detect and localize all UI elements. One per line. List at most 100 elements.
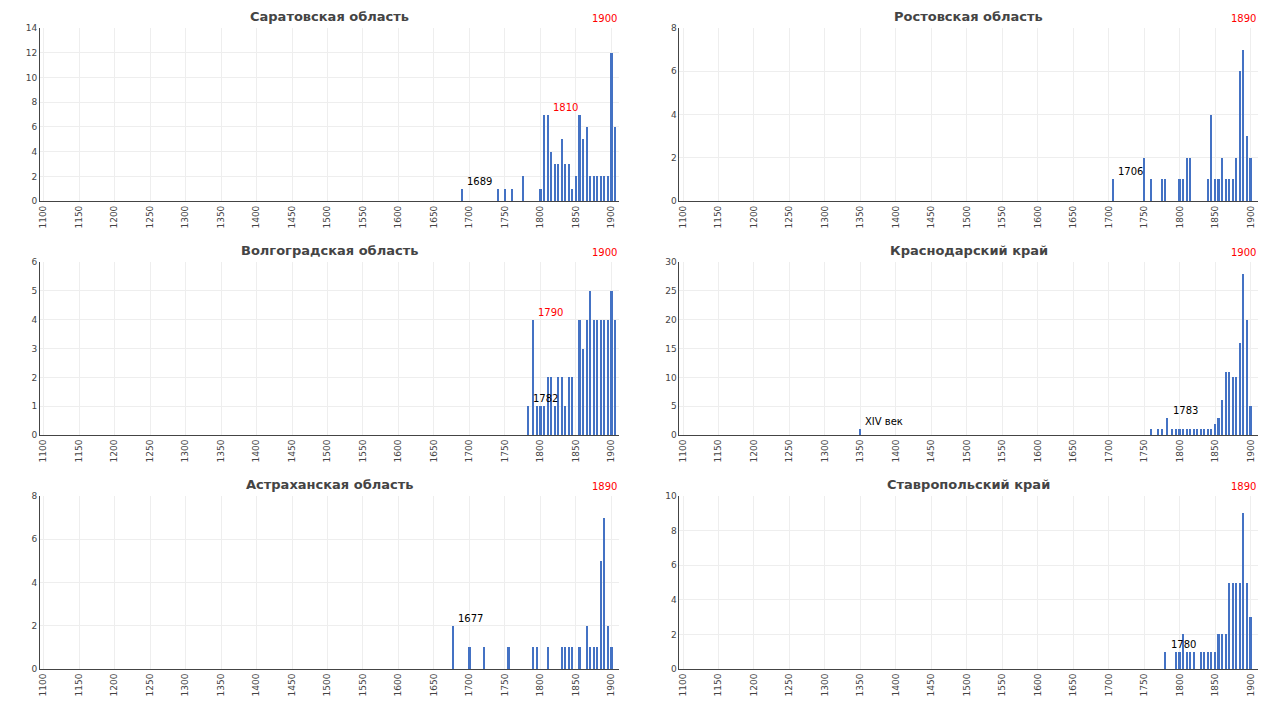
svg-text:1700: 1700	[464, 205, 474, 228]
svg-text:1900: 1900	[1246, 205, 1256, 228]
svg-text:1900: 1900	[606, 439, 616, 462]
svg-text:1600: 1600	[393, 205, 403, 228]
svg-text:Ставропольский край: Ставропольский край	[887, 477, 1050, 492]
svg-text:1600: 1600	[1033, 439, 1043, 462]
svg-text:1850: 1850	[571, 439, 581, 462]
svg-text:Саратовская область: Саратовская область	[250, 9, 409, 24]
svg-text:1550: 1550	[997, 439, 1007, 462]
svg-text:1100: 1100	[38, 673, 48, 696]
svg-text:4: 4	[671, 110, 677, 120]
svg-text:2: 2	[31, 621, 37, 631]
svg-text:6: 6	[31, 257, 37, 267]
svg-text:1: 1	[31, 401, 37, 411]
svg-text:1500: 1500	[322, 673, 332, 696]
svg-text:1750: 1750	[1139, 439, 1149, 462]
svg-text:0: 0	[671, 430, 677, 440]
svg-text:1200: 1200	[749, 205, 759, 228]
svg-text:1900: 1900	[606, 205, 616, 228]
svg-text:4: 4	[31, 578, 37, 588]
svg-text:4: 4	[31, 315, 37, 325]
svg-text:1650: 1650	[429, 439, 439, 462]
svg-text:1100: 1100	[678, 205, 688, 228]
svg-text:1890: 1890	[592, 481, 617, 492]
svg-text:20: 20	[665, 315, 677, 325]
svg-text:1900: 1900	[592, 13, 617, 24]
svg-text:1650: 1650	[1068, 205, 1078, 228]
svg-text:1250: 1250	[784, 673, 794, 696]
svg-text:2: 2	[671, 153, 677, 163]
svg-text:1350: 1350	[216, 673, 226, 696]
svg-text:1250: 1250	[145, 439, 155, 462]
svg-text:1350: 1350	[855, 205, 865, 228]
svg-text:1400: 1400	[891, 205, 901, 228]
svg-text:1450: 1450	[287, 673, 297, 696]
svg-text:1100: 1100	[678, 673, 688, 696]
svg-text:1850: 1850	[571, 205, 581, 228]
svg-text:1450: 1450	[926, 205, 936, 228]
svg-text:1700: 1700	[1104, 439, 1114, 462]
svg-text:1650: 1650	[1068, 439, 1078, 462]
svg-text:1350: 1350	[855, 439, 865, 462]
svg-text:1500: 1500	[962, 439, 972, 462]
svg-text:1400: 1400	[251, 439, 261, 462]
svg-text:1200: 1200	[749, 439, 759, 462]
svg-text:1150: 1150	[713, 439, 723, 462]
svg-text:1900: 1900	[1246, 673, 1256, 696]
svg-text:1550: 1550	[358, 673, 368, 696]
svg-text:1400: 1400	[891, 673, 901, 696]
svg-text:1783: 1783	[1173, 405, 1198, 416]
svg-text:1750: 1750	[500, 439, 510, 462]
svg-text:1650: 1650	[429, 673, 439, 696]
svg-text:4: 4	[671, 595, 677, 605]
svg-text:1900: 1900	[1231, 247, 1256, 258]
svg-text:1400: 1400	[251, 673, 261, 696]
svg-text:1450: 1450	[287, 205, 297, 228]
svg-text:1300: 1300	[820, 673, 830, 696]
svg-text:10: 10	[665, 491, 677, 501]
svg-text:0: 0	[31, 664, 37, 674]
svg-text:1750: 1750	[500, 673, 510, 696]
svg-text:1800: 1800	[1175, 205, 1185, 228]
svg-text:1750: 1750	[1139, 205, 1149, 228]
svg-text:8: 8	[31, 491, 37, 501]
svg-text:10: 10	[665, 372, 677, 382]
svg-text:1150: 1150	[713, 673, 723, 696]
svg-text:1250: 1250	[145, 673, 155, 696]
svg-text:0: 0	[31, 430, 37, 440]
svg-text:Ростовская область: Ростовская область	[894, 9, 1043, 24]
svg-text:Волгоградская область: Волгоградская область	[241, 243, 418, 258]
svg-text:Краснодарский край: Краснодарский край	[890, 243, 1048, 258]
svg-text:1677: 1677	[458, 613, 483, 624]
svg-text:1500: 1500	[962, 205, 972, 228]
svg-text:1900: 1900	[592, 247, 617, 258]
svg-text:1500: 1500	[322, 439, 332, 462]
svg-text:1700: 1700	[464, 439, 474, 462]
svg-text:1890: 1890	[1231, 13, 1256, 24]
svg-text:1150: 1150	[74, 205, 84, 228]
svg-text:1500: 1500	[962, 673, 972, 696]
svg-text:6: 6	[671, 560, 677, 570]
svg-text:1890: 1890	[1231, 481, 1256, 492]
svg-text:1650: 1650	[429, 205, 439, 228]
svg-text:1850: 1850	[1210, 673, 1220, 696]
svg-text:1150: 1150	[74, 439, 84, 462]
svg-text:1600: 1600	[1033, 205, 1043, 228]
svg-text:0: 0	[671, 196, 677, 206]
svg-text:1300: 1300	[180, 205, 190, 228]
svg-text:6: 6	[31, 534, 37, 544]
svg-text:1250: 1250	[145, 205, 155, 228]
svg-text:1300: 1300	[820, 205, 830, 228]
svg-text:1100: 1100	[678, 439, 688, 462]
svg-text:3: 3	[31, 344, 37, 354]
svg-text:1600: 1600	[393, 439, 403, 462]
svg-text:12: 12	[26, 48, 37, 58]
svg-text:1300: 1300	[180, 673, 190, 696]
svg-text:8: 8	[671, 526, 677, 536]
svg-text:5: 5	[31, 286, 37, 296]
svg-text:1550: 1550	[358, 205, 368, 228]
svg-text:1850: 1850	[571, 673, 581, 696]
svg-text:1750: 1750	[500, 205, 510, 228]
svg-text:1600: 1600	[1033, 673, 1043, 696]
svg-text:30: 30	[665, 257, 677, 267]
svg-text:25: 25	[665, 286, 676, 296]
